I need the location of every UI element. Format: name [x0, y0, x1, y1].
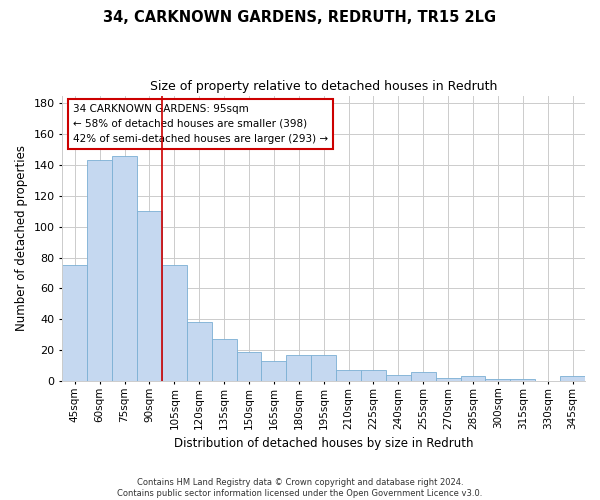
Bar [511, 380, 535, 381]
Bar [236, 352, 262, 381]
Bar [361, 370, 386, 381]
Bar [485, 380, 511, 381]
Bar [560, 376, 585, 381]
Bar [187, 322, 212, 381]
Bar [212, 340, 236, 381]
Bar [137, 212, 162, 381]
Bar [62, 266, 87, 381]
Text: 34, CARKNOWN GARDENS, REDRUTH, TR15 2LG: 34, CARKNOWN GARDENS, REDRUTH, TR15 2LG [103, 10, 497, 25]
Title: Size of property relative to detached houses in Redruth: Size of property relative to detached ho… [150, 80, 497, 93]
Text: Contains HM Land Registry data © Crown copyright and database right 2024.
Contai: Contains HM Land Registry data © Crown c… [118, 478, 482, 498]
Bar [262, 361, 286, 381]
Bar [411, 372, 436, 381]
Bar [461, 376, 485, 381]
Bar [436, 378, 461, 381]
Bar [386, 375, 411, 381]
Bar [112, 156, 137, 381]
Bar [162, 266, 187, 381]
X-axis label: Distribution of detached houses by size in Redruth: Distribution of detached houses by size … [174, 437, 473, 450]
Bar [87, 160, 112, 381]
Y-axis label: Number of detached properties: Number of detached properties [15, 146, 28, 332]
Bar [336, 370, 361, 381]
Bar [286, 355, 311, 381]
Bar [311, 355, 336, 381]
Text: 34 CARKNOWN GARDENS: 95sqm
← 58% of detached houses are smaller (398)
42% of sem: 34 CARKNOWN GARDENS: 95sqm ← 58% of deta… [73, 104, 328, 144]
